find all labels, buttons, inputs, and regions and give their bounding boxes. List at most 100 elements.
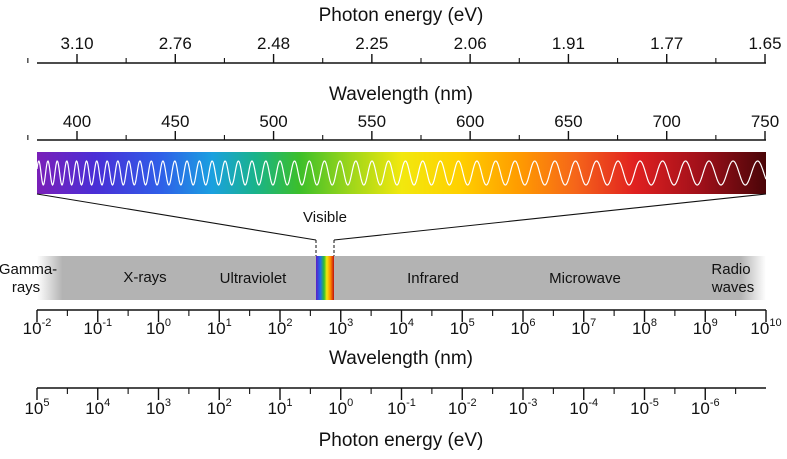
- energy-axis-tick-base: 10: [146, 399, 165, 418]
- energy-axis-tick-exp: -6: [710, 397, 720, 409]
- wavelength-axis-tick-exp: 2: [286, 317, 292, 329]
- wavelength-axis-tick-label: 109: [693, 317, 718, 338]
- wavelength-axis-tick-label: 103: [328, 317, 353, 338]
- wavelength-axis-tick-exp: 10: [769, 317, 781, 329]
- energy-axis-tick-label: 105: [24, 397, 49, 418]
- energy-axis-tick-base: 10: [569, 399, 588, 418]
- energy-axis-tick-exp: -5: [649, 397, 659, 409]
- wavelength-axis-tick-labels: 10-2 10-1 100 101 102 103 104 105 106 107 108 109 10…: [23, 317, 782, 338]
- wavelength-axis-tick-label: 10-1: [83, 317, 112, 338]
- energy-axis-tick-base: 10: [24, 399, 43, 418]
- energy-axis-tick-exp: 5: [43, 397, 49, 409]
- zoom-line-right: [333, 193, 767, 241]
- energy-axis-tick-base: 10: [328, 399, 347, 418]
- wavelength-axis-tick-label: 105: [450, 317, 475, 338]
- top-axis-tick-label: 1.77: [650, 34, 683, 53]
- wave-line: [36, 160, 767, 186]
- wavelength-axis-tick-base: 10: [389, 319, 408, 338]
- band-label-ultraviolet: Ultraviolet: [220, 270, 288, 287]
- energy-axis-tick-exp: 1: [286, 397, 292, 409]
- wavelength-axis-tick-label: 101: [207, 317, 232, 338]
- wavelength-axis-tick-label: 108: [632, 317, 657, 338]
- energy-axis-tick-base: 10: [691, 399, 710, 418]
- visible-axis-tick-label: 550: [358, 112, 386, 131]
- visible-axis-tick-label: 600: [456, 112, 484, 131]
- wavelength-axis-tick-base: 10: [146, 319, 165, 338]
- band-label-microwave: Microwave: [549, 270, 621, 287]
- top-axis-tick-label: 3.10: [60, 34, 93, 53]
- top-axis-tick-label: 2.06: [454, 34, 487, 53]
- wavelength-axis-tick-base: 10: [23, 319, 42, 338]
- top-axis-tick-marks: [27, 54, 766, 63]
- wavelength-axis-tick-exp: 4: [408, 317, 414, 329]
- wavelength-axis-tick-exp: 1: [226, 317, 232, 329]
- wavelength-axis-tick-exp: 6: [529, 317, 535, 329]
- wavelength-axis-tick-base: 10: [510, 319, 529, 338]
- energy-axis-tick-marks: [36, 388, 737, 400]
- energy-axis-tick-base: 10: [267, 399, 286, 418]
- band-label-radio: Radio: [711, 261, 750, 278]
- visible-axis-tick-marks: [27, 131, 766, 140]
- wavelength-axis-tick-label: 100: [146, 317, 171, 338]
- energy-axis-tick-exp: 3: [165, 397, 171, 409]
- wavelength-axis-tick-exp: 0: [165, 317, 171, 329]
- zoom-line-left: [36, 193, 317, 241]
- top-axis-tick-label: 2.25: [355, 34, 388, 53]
- energy-axis-tick-labels: 105 104 103 102 101 100 10-1 10-2 10-3 10-4 10-5 10…: [24, 397, 719, 418]
- visible-axis-title: Wavelength (nm): [329, 84, 473, 105]
- visible-axis-tick-label: 750: [751, 112, 779, 131]
- energy-axis-tick-label: 10-5: [630, 397, 659, 418]
- visible-axis-tick-labels: 400 450 500 550 600 650 700 750: [63, 112, 779, 131]
- visible-axis-tick-label: 650: [554, 112, 582, 131]
- energy-axis-tick-exp: -1: [406, 397, 416, 409]
- energy-axis-tick-exp: 4: [104, 397, 110, 409]
- energy-axis-tick-label: 10-2: [448, 397, 477, 418]
- wavelength-axis-tick-base: 10: [207, 319, 226, 338]
- wavelength-axis-tick-label: 1010: [750, 317, 781, 338]
- visible-mini-band: [316, 256, 334, 300]
- band-label-xrays: X-rays: [123, 269, 166, 286]
- wavelength-axis-tick-exp: 9: [712, 317, 718, 329]
- energy-axis-title: Photon energy (eV): [319, 430, 484, 451]
- wavelength-axis-tick-base: 10: [450, 319, 469, 338]
- energy-axis-tick-exp: 0: [347, 397, 353, 409]
- wavelength-axis-tick-marks: [36, 310, 767, 322]
- wavelength-axis-tick-label: 10-2: [23, 317, 52, 338]
- energy-axis-tick-base: 10: [85, 399, 104, 418]
- energy-axis-tick-exp: -2: [467, 397, 477, 409]
- top-axis-tick-label: 2.76: [159, 34, 192, 53]
- wavelength-axis-tick-base: 10: [267, 319, 286, 338]
- wavelength-axis-tick-label: 106: [510, 317, 535, 338]
- top-axis-tick-label: 2.48: [257, 34, 290, 53]
- wavelength-axis-tick-base: 10: [632, 319, 651, 338]
- visible-label: Visible: [303, 209, 347, 226]
- energy-axis-tick-label: 10-1: [387, 397, 416, 418]
- wavelength-axis-tick-exp: 5: [469, 317, 475, 329]
- energy-axis-tick-exp: -3: [528, 397, 538, 409]
- wavelength-axis-tick-base: 10: [328, 319, 347, 338]
- wavelength-axis-tick-exp: 3: [347, 317, 353, 329]
- energy-axis-tick-exp: 2: [226, 397, 232, 409]
- energy-axis-tick-base: 10: [630, 399, 649, 418]
- band-label-radio-line2: waves: [711, 279, 755, 296]
- energy-axis-tick-label: 103: [146, 397, 171, 418]
- energy-axis-tick-exp: -4: [588, 397, 598, 409]
- visible-axis-tick-label: 450: [161, 112, 189, 131]
- wavelength-axis-tick-exp: -1: [102, 317, 112, 329]
- energy-axis-tick-label: 10-3: [509, 397, 538, 418]
- wavelength-axis-tick-label: 104: [389, 317, 414, 338]
- energy-axis-tick-base: 10: [509, 399, 528, 418]
- visible-axis-tick-label: 500: [259, 112, 287, 131]
- energy-axis-tick-label: 101: [267, 397, 292, 418]
- visible-axis-tick-label: 400: [63, 112, 91, 131]
- wavelength-axis-tick-exp: -2: [42, 317, 52, 329]
- top-axis-title: Photon energy (eV): [319, 5, 484, 26]
- energy-axis-tick-label: 104: [85, 397, 110, 418]
- visible-axis-tick-label: 700: [653, 112, 681, 131]
- wavelength-axis-tick-label: 102: [267, 317, 292, 338]
- wavelength-axis-tick-base: 10: [83, 319, 102, 338]
- top-axis-tick-label: 1.65: [748, 34, 781, 53]
- wavelength-axis-tick-exp: 8: [651, 317, 657, 329]
- energy-axis-tick-base: 10: [448, 399, 467, 418]
